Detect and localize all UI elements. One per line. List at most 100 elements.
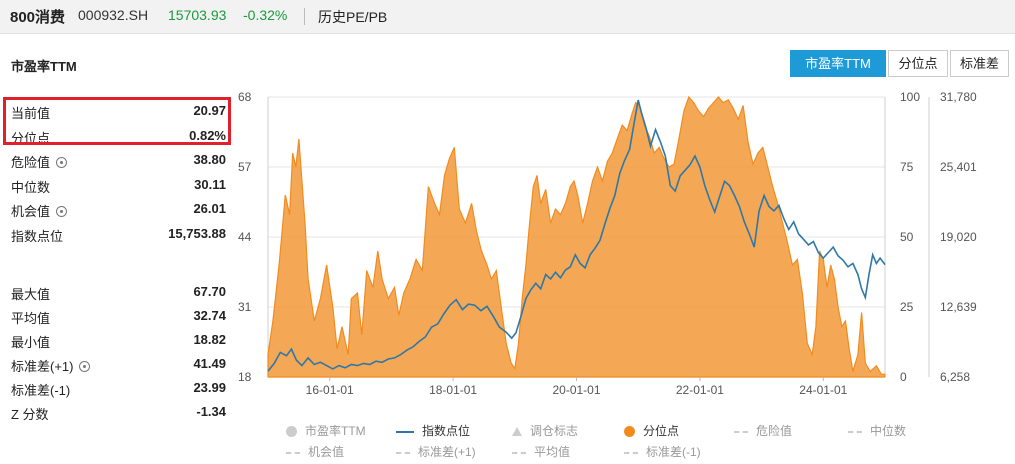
stat-row: 标准差(-1) 23.99 xyxy=(11,377,226,399)
stat-label-text: 当前值 xyxy=(11,106,51,121)
legend-marker xyxy=(848,430,862,433)
legend-marker xyxy=(396,451,410,454)
left-tick-label: 31 xyxy=(238,300,252,314)
mid-tick-label: 25 xyxy=(900,300,914,314)
stat-label: 分位点 xyxy=(11,128,50,147)
left-tick-label: 68 xyxy=(238,90,252,104)
percentile-button[interactable]: 分位点 xyxy=(888,50,948,77)
right-tick-label: 25,401 xyxy=(940,160,977,174)
tab-historical-pe-pb[interactable]: 历史PE/PB xyxy=(318,9,388,25)
legend-item[interactable]: 标准差(-1) xyxy=(624,443,701,460)
legend-marker xyxy=(512,427,522,437)
legend-marker xyxy=(286,426,297,438)
stat-label-text: 机会值 xyxy=(11,204,51,219)
stat-label-text: 指数点位 xyxy=(11,228,64,244)
stat-value: 15,753.88 xyxy=(168,225,226,241)
stat-label: 指数点位 xyxy=(11,226,63,245)
gear-icon[interactable] xyxy=(56,157,68,168)
stat-label: 标准差(+1) xyxy=(11,356,91,375)
percentile-area xyxy=(267,95,886,378)
highlight-box xyxy=(3,97,231,145)
legend-item[interactable]: 市盈率TTM xyxy=(286,422,366,439)
stat-value: 0.82% xyxy=(189,127,226,143)
stat-value: 18.82 xyxy=(193,332,226,347)
x-tick-label: 24-01-01 xyxy=(799,383,847,397)
stat-label: 机会值 xyxy=(11,201,68,220)
stat-row: 当前值 20.97 xyxy=(11,100,226,122)
stat-row: 中位数 30.11 xyxy=(11,174,226,196)
index-header: 800消费 000932.SH 15703.93 -0.32% 历史PE/PB xyxy=(0,0,1015,34)
stat-row: 危险值 38.80 xyxy=(11,149,226,171)
x-tick-label: 16-01-01 xyxy=(306,383,354,397)
index-code: 000932.SH xyxy=(78,7,149,23)
stat-label-text: 平均值 xyxy=(11,311,51,326)
stat-label-text: 危险值 xyxy=(11,155,51,170)
legend-item[interactable]: 机会值 xyxy=(286,443,344,460)
legend-label: 危险值 xyxy=(756,424,793,438)
right-tick-label: 19,020 xyxy=(940,230,977,244)
legend-label: 调仓标志 xyxy=(530,424,579,438)
stat-row: 最大值 67.70 xyxy=(11,281,226,303)
left-tick-label: 18 xyxy=(238,370,252,384)
stat-value: -1.34 xyxy=(196,404,226,419)
index-line xyxy=(267,99,886,372)
mid-tick-label: 50 xyxy=(900,230,914,244)
legend-marker xyxy=(286,451,300,454)
gear-icon[interactable] xyxy=(56,206,68,217)
legend-item[interactable]: 平均值 xyxy=(512,443,570,460)
x-tick-label: 20-01-01 xyxy=(552,383,600,397)
legend-item[interactable]: 调仓标志 xyxy=(512,422,578,439)
legend-marker xyxy=(624,451,638,454)
legend-item[interactable]: 指数点位 xyxy=(396,422,470,439)
legend-label: 市盈率TTM xyxy=(305,424,366,438)
right-tick-label: 31,780 xyxy=(940,90,977,104)
legend-label: 中位数 xyxy=(870,424,907,438)
mid-tick-label: 100 xyxy=(900,90,920,104)
stat-value: 30.11 xyxy=(194,176,226,192)
stat-row: 机会值 26.01 xyxy=(11,198,226,220)
legend-label: 指数点位 xyxy=(422,424,471,438)
stat-value: 38.80 xyxy=(193,152,226,167)
stat-value: 20.97 xyxy=(193,103,226,118)
panel-title: 市盈率TTM xyxy=(11,59,77,74)
pe-ttm-button[interactable]: 市盈率TTM xyxy=(790,50,886,77)
stat-value: 23.99 xyxy=(193,380,226,395)
legend-item[interactable]: 危险值 xyxy=(734,422,792,439)
stat-label: 最大值 xyxy=(11,284,50,303)
legend-marker xyxy=(396,430,414,433)
stat-label: 最小值 xyxy=(11,332,50,351)
index-name: 800消费 xyxy=(10,9,66,26)
legend-label: 标准差(+1) xyxy=(418,445,476,459)
stat-row: 平均值 32.74 xyxy=(11,305,226,327)
legend-marker xyxy=(624,426,635,438)
right-tick-label: 12,639 xyxy=(940,300,977,314)
stat-label: 当前值 xyxy=(11,103,50,122)
legend-marker xyxy=(512,451,526,454)
right-tick-label: 6,258 xyxy=(940,370,970,384)
stat-label-text: Z 分数 xyxy=(11,407,49,422)
x-tick-label: 18-01-01 xyxy=(429,383,477,397)
std-dev-button[interactable]: 标准差 xyxy=(950,50,1009,77)
stat-row: 指数点位 15,753.88 xyxy=(11,223,226,245)
mid-tick-label: 0 xyxy=(900,370,907,384)
stat-value: 26.01 xyxy=(193,201,226,216)
gear-icon[interactable] xyxy=(79,361,91,372)
index-value: 15703.93 xyxy=(168,7,227,23)
left-tick-label: 57 xyxy=(238,160,252,174)
stat-row: 最小值 18.82 xyxy=(11,329,226,351)
pe-chart: 68 57 44 31 18 100 75 50 25 0 31,780 25,401 19,020 12… xyxy=(238,90,977,397)
stat-value: 41.49 xyxy=(193,356,226,371)
legend-item[interactable]: 标准差(+1) xyxy=(396,443,476,460)
legend-item[interactable]: 分位点 xyxy=(624,422,679,439)
stat-value: 32.74 xyxy=(193,308,226,323)
stat-row: Z 分数 -1.34 xyxy=(11,401,226,423)
legend-item[interactable]: 中位数 xyxy=(848,422,906,439)
stat-label-text: 标准差(-1) xyxy=(11,383,71,398)
stat-label-text: 标准差(+1) xyxy=(11,359,74,374)
legend-label: 机会值 xyxy=(308,445,345,459)
stat-label-text: 中位数 xyxy=(11,179,51,195)
stat-label: 危险值 xyxy=(11,152,68,171)
stat-label: 中位数 xyxy=(11,177,50,196)
mid-tick-label: 75 xyxy=(900,160,914,174)
legend-label: 标准差(-1) xyxy=(646,445,701,459)
